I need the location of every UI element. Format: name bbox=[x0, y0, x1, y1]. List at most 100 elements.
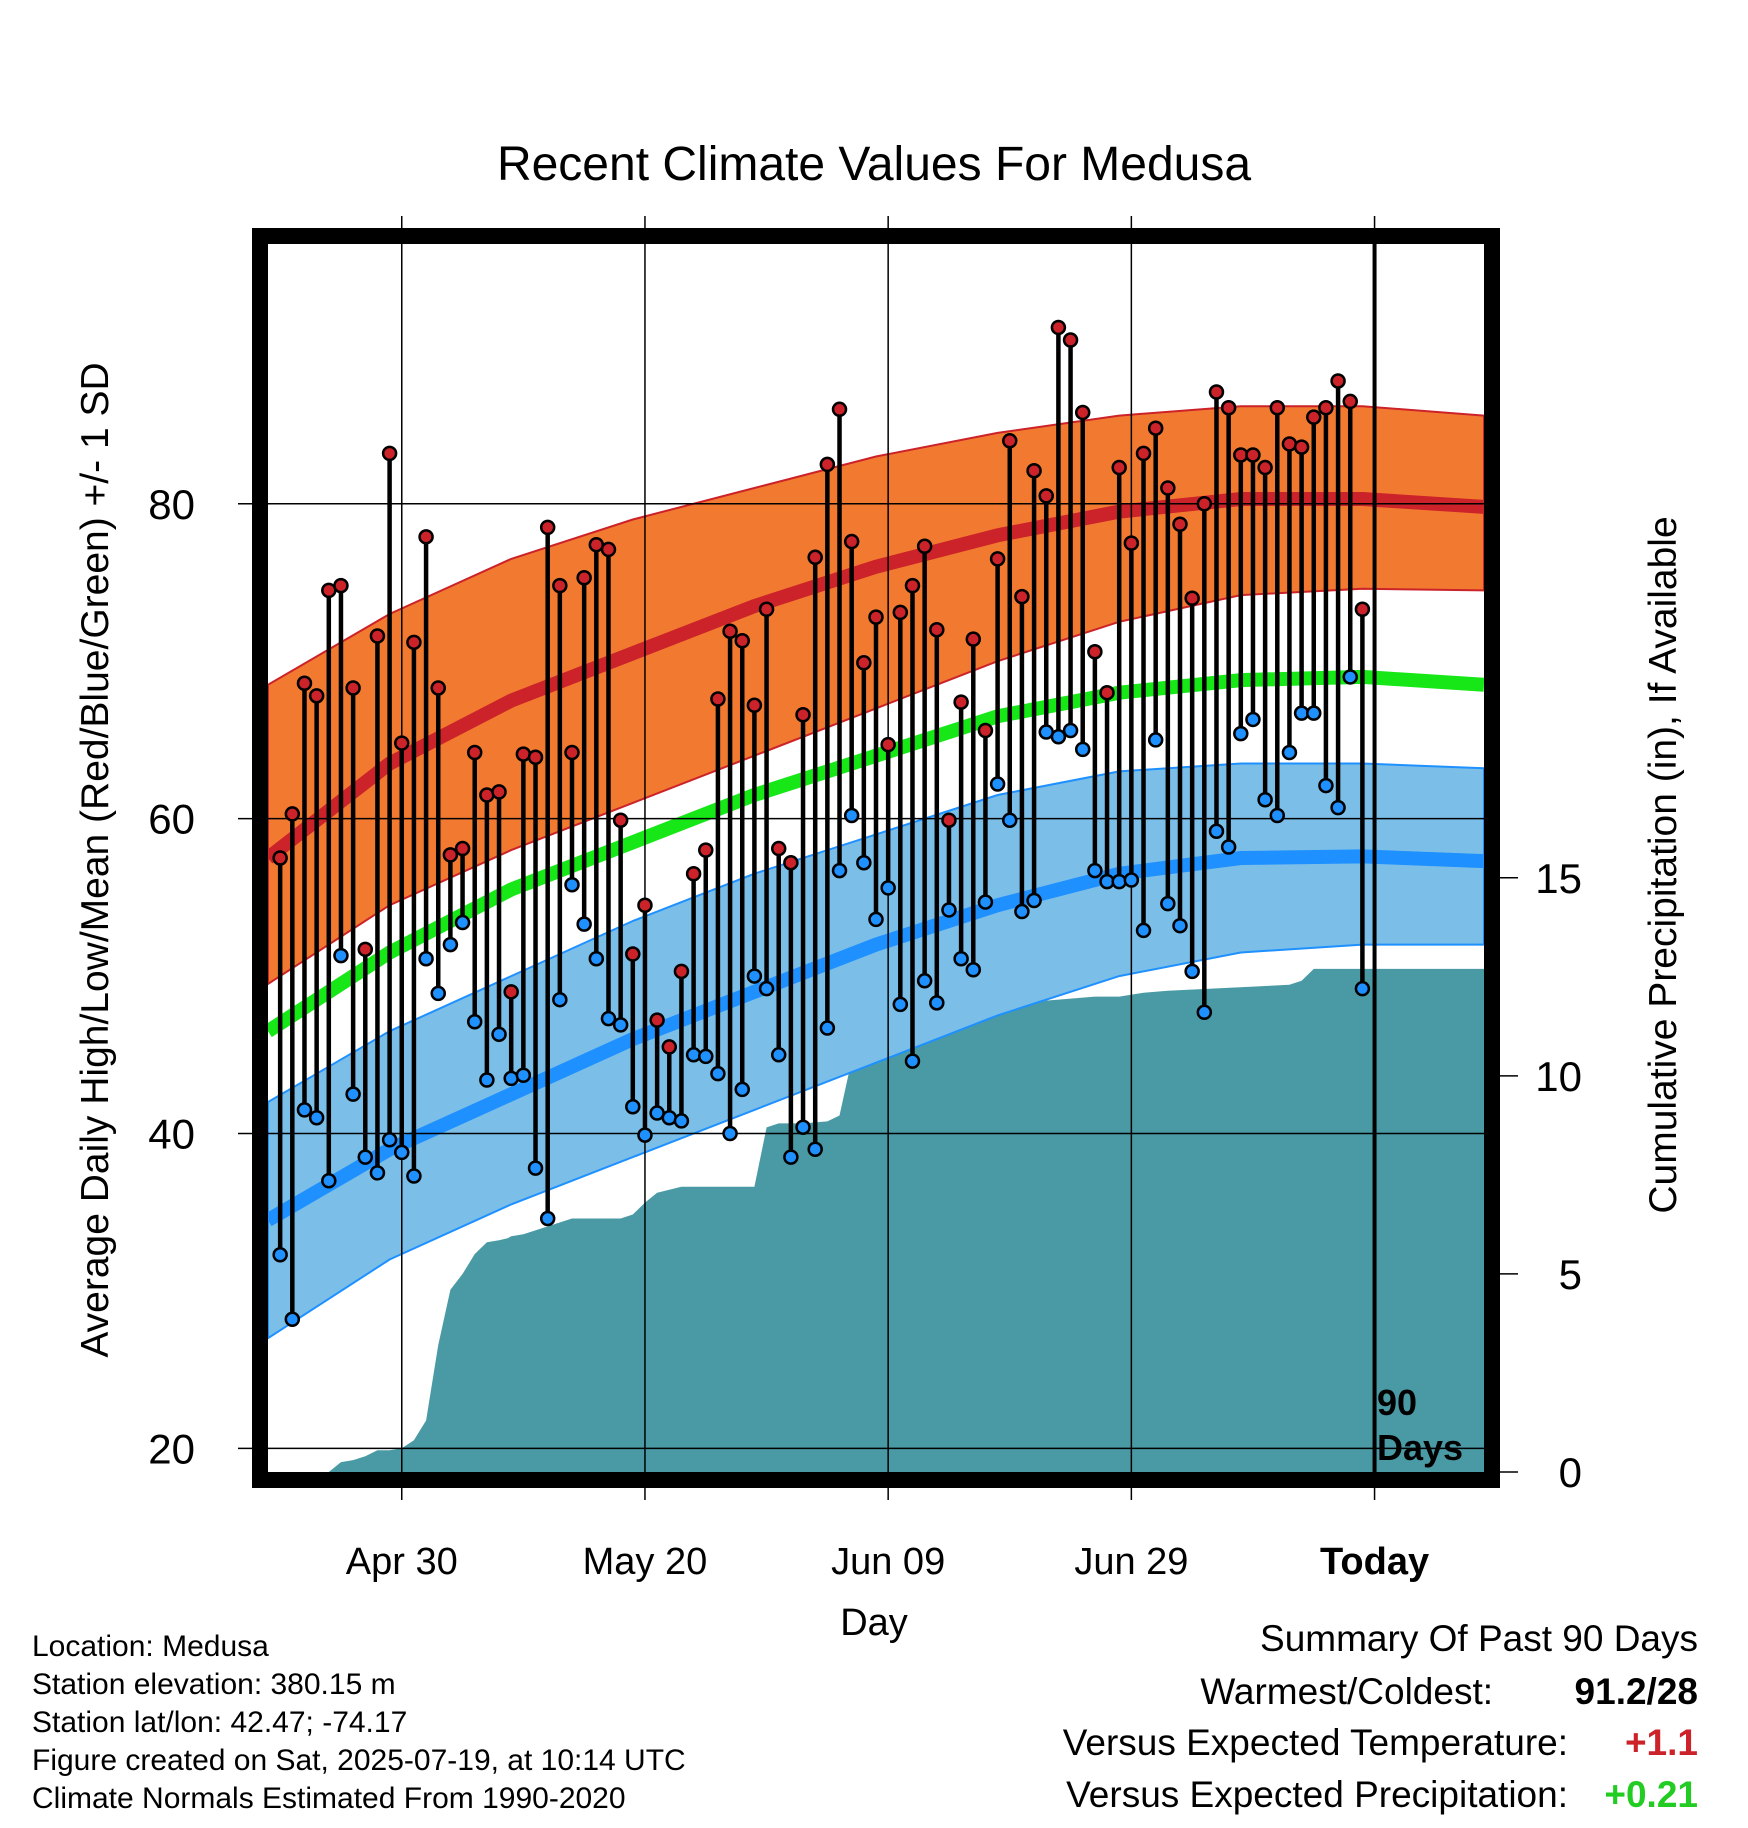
daily-high-point bbox=[564, 744, 580, 761]
daily-high-point bbox=[612, 812, 629, 828]
daily-low-point bbox=[856, 854, 872, 871]
daily-high-point bbox=[272, 850, 288, 866]
daily-high-point bbox=[880, 736, 896, 753]
precipitation-area-layer bbox=[268, 968, 1484, 1472]
daily-low-point bbox=[929, 995, 945, 1011]
daily-high-point bbox=[527, 749, 544, 765]
daily-high-point bbox=[491, 784, 507, 800]
daily-low-point bbox=[1342, 669, 1358, 685]
daily-high-point bbox=[1330, 373, 1346, 389]
daily-low-point bbox=[722, 1125, 738, 1142]
daily-high-point bbox=[698, 842, 714, 858]
daily-high-point bbox=[868, 609, 884, 625]
daily-low-point bbox=[1111, 873, 1127, 890]
chart-title: Recent Climate Values For Medusa bbox=[497, 138, 1251, 191]
info-created: Figure created on Sat, 2025-07-19, at 10… bbox=[32, 1744, 686, 1777]
daily-low-point bbox=[564, 877, 580, 893]
daily-low-point bbox=[284, 1311, 301, 1328]
y2-tick-label: 15 bbox=[1535, 855, 1582, 902]
daily-low-point bbox=[843, 807, 860, 824]
daily-high-point bbox=[637, 897, 653, 913]
daily-low-point bbox=[394, 1144, 410, 1161]
daily-high-point bbox=[892, 604, 909, 621]
daily-high-point bbox=[1245, 447, 1261, 463]
daily-low-point bbox=[1172, 917, 1188, 934]
daily-low-point bbox=[1354, 980, 1371, 997]
daily-high-point bbox=[856, 655, 872, 671]
daily-high-point bbox=[1172, 516, 1188, 532]
daily-low-point bbox=[625, 1098, 641, 1115]
daily-low-point bbox=[819, 1020, 836, 1036]
daily-high-point bbox=[357, 941, 374, 958]
daily-high-point bbox=[369, 628, 386, 644]
daily-high-point bbox=[552, 577, 568, 594]
daily-high-point bbox=[685, 865, 702, 882]
daily-low-point bbox=[381, 1132, 398, 1148]
daily-low-point bbox=[539, 1210, 556, 1227]
daily-low-point bbox=[1002, 812, 1018, 828]
daily-low-point bbox=[454, 914, 471, 931]
daily-high-point bbox=[649, 1012, 665, 1028]
daily-high-point bbox=[1208, 384, 1225, 400]
daily-high-point bbox=[1038, 488, 1054, 504]
y2-tick-label: 0 bbox=[1559, 1449, 1582, 1496]
daily-high-point bbox=[1342, 393, 1358, 410]
y2-tick-label: 10 bbox=[1535, 1053, 1582, 1100]
y2-tick-label: 5 bbox=[1559, 1251, 1582, 1298]
daily-high-point bbox=[929, 621, 945, 638]
observations-layer bbox=[272, 244, 1377, 1472]
daily-low-point bbox=[588, 951, 605, 967]
daily-low-point bbox=[296, 1102, 313, 1118]
daily-low-point bbox=[406, 1168, 422, 1184]
daily-high-point bbox=[600, 541, 617, 558]
summary-temp-value: +1.1 bbox=[1624, 1722, 1698, 1763]
daily-low-point bbox=[369, 1165, 386, 1181]
daily-low-point bbox=[758, 980, 775, 997]
daily-low-point bbox=[515, 1067, 532, 1084]
daily-low-point bbox=[1026, 892, 1042, 909]
daily-high-point bbox=[953, 694, 969, 710]
daily-high-point bbox=[418, 529, 434, 545]
daily-high-point bbox=[466, 744, 483, 761]
daily-low-point bbox=[1269, 807, 1286, 824]
daily-low-point bbox=[1147, 732, 1164, 748]
daily-low-point bbox=[527, 1160, 544, 1176]
daily-low-point bbox=[479, 1072, 495, 1088]
y-tick-label: 80 bbox=[148, 481, 195, 528]
daily-high-point bbox=[734, 632, 750, 649]
precipitation-area bbox=[268, 968, 1484, 1472]
daily-low-point bbox=[1220, 839, 1237, 855]
daily-low-point bbox=[1318, 777, 1334, 794]
info-normals-period: Climate Normals Estimated From 1990-2020 bbox=[32, 1782, 626, 1815]
x-tick-label: Today bbox=[1320, 1541, 1429, 1583]
daily-high-point bbox=[758, 601, 775, 618]
daily-high-point bbox=[807, 549, 823, 566]
y-axis-label: Average Daily High/Low/Mean (Red/Blue/Gr… bbox=[74, 362, 117, 1357]
daily-high-point bbox=[941, 812, 957, 828]
daily-high-point bbox=[1062, 332, 1079, 348]
daily-low-point bbox=[1281, 744, 1298, 761]
daily-high-point bbox=[454, 840, 471, 857]
today-days-label-1: 90 bbox=[1377, 1382, 1417, 1423]
daily-low-point bbox=[321, 1172, 337, 1189]
daily-low-point bbox=[1014, 903, 1030, 920]
x-tick-label: Apr 30 bbox=[346, 1541, 458, 1583]
daily-low-point bbox=[953, 951, 969, 967]
daily-high-point bbox=[394, 735, 410, 751]
daily-low-point bbox=[1306, 705, 1322, 721]
summary-title: Summary Of Past 90 Days bbox=[1260, 1618, 1698, 1659]
daily-low-point bbox=[965, 962, 982, 978]
daily-low-point bbox=[734, 1081, 750, 1098]
info-latlon: Station lat/lon: 42.47; -74.17 bbox=[32, 1706, 408, 1739]
daily-low-point bbox=[904, 1053, 921, 1069]
daily-high-point bbox=[406, 634, 422, 651]
daily-low-point bbox=[685, 1047, 702, 1063]
daily-high-point bbox=[539, 519, 556, 536]
daily-high-point bbox=[1111, 459, 1127, 476]
daily-low-point bbox=[673, 1113, 690, 1129]
daily-low-point bbox=[600, 1010, 617, 1027]
daily-low-point bbox=[576, 916, 592, 932]
x-tick-label: May 20 bbox=[583, 1541, 708, 1583]
daily-low-point bbox=[1208, 823, 1225, 839]
daily-high-point bbox=[722, 623, 738, 640]
